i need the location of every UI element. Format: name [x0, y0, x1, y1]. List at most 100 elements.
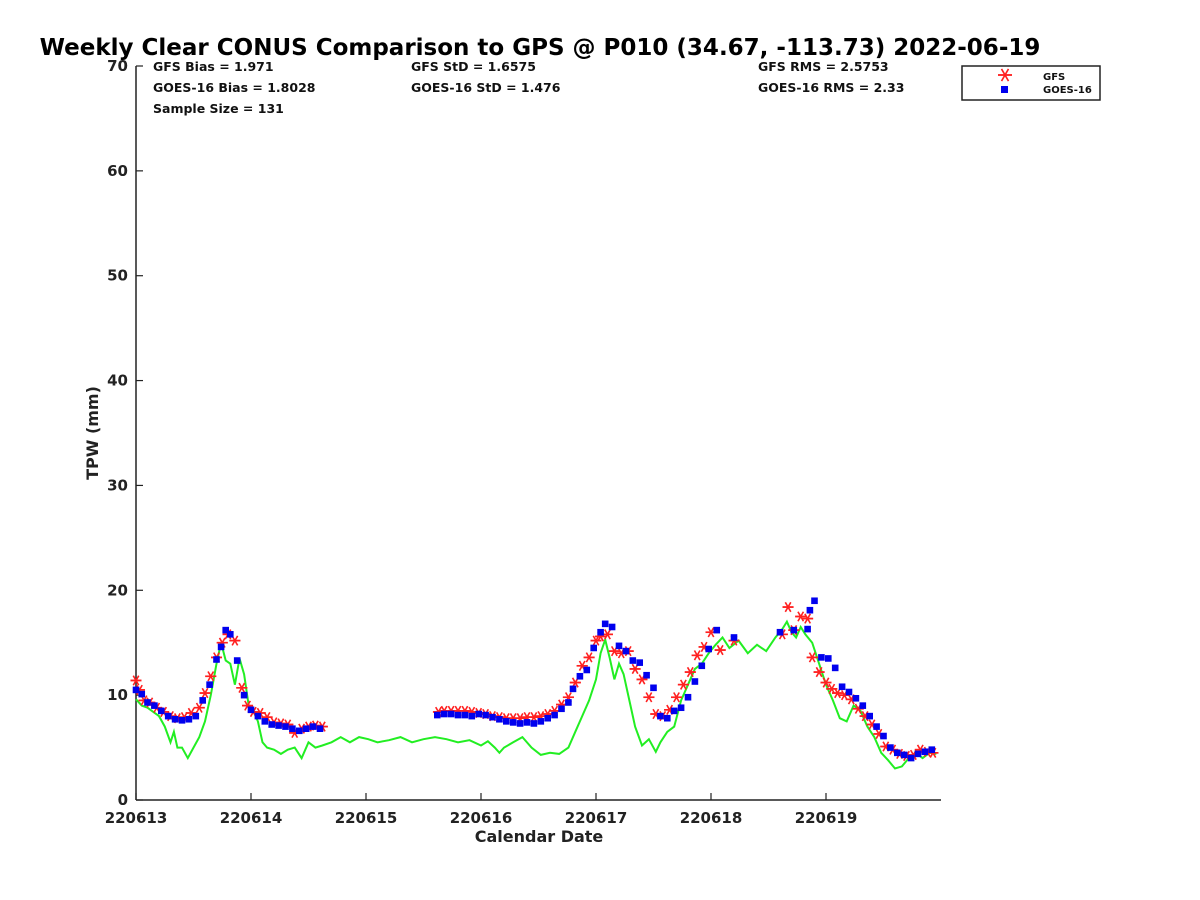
gfs-point	[671, 692, 682, 703]
goes-point	[247, 706, 255, 714]
y-axis-label: TPW (mm)	[83, 386, 102, 480]
goes-point	[489, 713, 496, 721]
goes-point	[302, 725, 310, 732]
goes-point	[811, 597, 818, 605]
goes-point	[914, 750, 922, 758]
goes-point	[440, 710, 448, 718]
goes-point	[434, 711, 441, 719]
gfs-point	[677, 679, 689, 690]
goes-point	[530, 720, 538, 727]
goes-point	[516, 720, 524, 727]
x-tick-label: 220616	[450, 809, 513, 827]
goes-point	[227, 631, 234, 638]
goes-point	[151, 702, 158, 709]
goes-point	[629, 657, 637, 664]
y-ticks: 0 10 20 30 40 50 60 70	[107, 57, 143, 809]
goes-point	[838, 683, 846, 691]
goes-point	[144, 699, 151, 706]
goes-point	[601, 620, 609, 628]
gfs-bias-stat: GFS Bias = 1.971	[153, 59, 274, 74]
y-tick-label: 50	[107, 267, 128, 285]
goes-point	[185, 715, 193, 723]
x-tick-label: 220619	[795, 809, 858, 827]
goes-point	[887, 744, 894, 751]
goes-point	[643, 671, 650, 679]
goes-rms-stat: GOES-16 RMS = 2.33	[758, 80, 904, 95]
goes-point	[217, 643, 225, 651]
gfs-std-stat: GFS StD = 1.6575	[411, 59, 536, 74]
gfs-point	[813, 666, 825, 678]
goes-point	[523, 719, 531, 726]
goes-point	[296, 727, 303, 735]
goes-point	[482, 711, 489, 719]
goes-point	[713, 626, 721, 634]
goes-point	[684, 693, 692, 701]
y-tick-label: 70	[107, 57, 128, 75]
goes-point	[178, 717, 186, 724]
axes	[135, 66, 941, 801]
goes-point	[461, 711, 469, 719]
goes-point	[597, 628, 604, 636]
gfs-rms-stat: GFS RMS = 2.5753	[758, 59, 889, 74]
y-tick-label: 0	[118, 791, 128, 809]
goes-point	[558, 705, 565, 713]
goes-point	[576, 672, 584, 680]
goes-point	[907, 754, 915, 762]
goes-std-stat: GOES-16 StD = 1.476	[411, 80, 561, 95]
y-tick-label: 30	[107, 476, 128, 494]
goes-point	[454, 711, 462, 719]
goes-point	[206, 681, 213, 688]
legend-gfs-label: GFS	[1043, 72, 1065, 83]
legend-gfs-marker	[998, 68, 1012, 82]
goes-point	[790, 626, 798, 634]
goes-point	[509, 719, 517, 726]
goes-point	[845, 688, 853, 696]
x-tick-label: 220613	[105, 809, 168, 827]
goes-point	[650, 684, 657, 692]
goes-point	[309, 723, 317, 730]
goes-point	[880, 732, 887, 740]
y-tick-label: 10	[107, 686, 128, 704]
goes-point	[240, 691, 248, 699]
stats-block: GFS Bias = 1.971 GOES-16 Bias = 1.8028 S…	[153, 59, 904, 116]
gfs-point	[236, 682, 248, 693]
goes-point	[496, 715, 503, 723]
gfs-point	[205, 671, 217, 682]
goes-point	[164, 712, 172, 720]
goes-point	[900, 751, 908, 759]
goes-point	[928, 746, 936, 753]
goes-point	[730, 634, 738, 641]
sample-size-stat: Sample Size = 131	[153, 101, 284, 116]
gfs-point	[643, 692, 655, 703]
goes-point	[698, 662, 706, 670]
goes-point	[583, 666, 591, 674]
gfs-point	[806, 652, 818, 663]
goes-point	[551, 711, 558, 719]
goes-point	[132, 686, 140, 694]
goes-point	[233, 657, 241, 664]
goes-point	[831, 664, 839, 672]
goes-point	[254, 712, 262, 720]
goes-point	[468, 712, 476, 720]
gfs-point	[199, 687, 211, 699]
goes-point	[657, 712, 664, 720]
goes-point	[447, 710, 455, 718]
gfs-point	[576, 660, 588, 671]
goes-point	[158, 707, 165, 715]
goes-point	[192, 712, 200, 720]
goes-point	[636, 659, 643, 666]
goes-point	[503, 718, 510, 725]
goes-point	[921, 748, 929, 756]
goes-point	[866, 712, 873, 720]
goes-point	[852, 694, 860, 702]
goes-point	[677, 704, 685, 712]
goes-point	[275, 722, 282, 729]
x-ticks: 220613 220614 220615 220616 220617 220618 2206…	[105, 793, 858, 827]
legend-gfs-asterisk	[998, 68, 1012, 82]
goes-point	[138, 690, 146, 698]
goes-point	[569, 685, 577, 693]
y-tick-label: 40	[107, 372, 128, 390]
goes-point	[316, 725, 324, 732]
gfs-point	[583, 652, 595, 663]
